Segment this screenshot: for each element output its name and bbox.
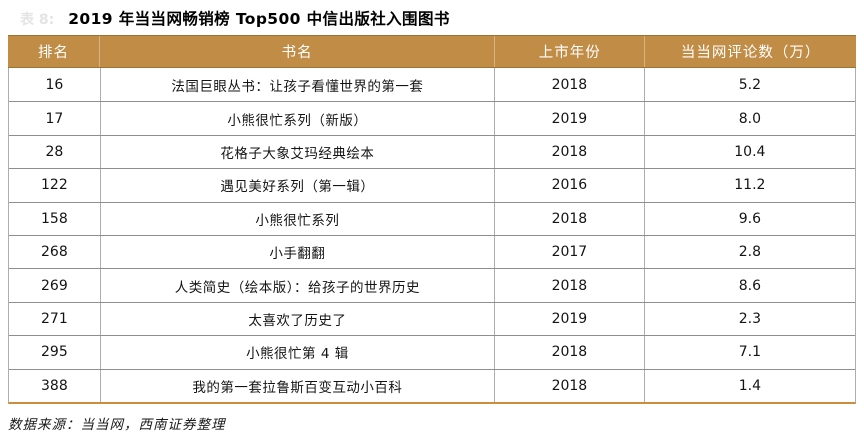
table-row: 28 花格子大象艾玛经典绘本 2018 10.4	[9, 134, 855, 169]
book-title-cell: 太喜欢了历史了	[101, 302, 496, 336]
year-cell: 2018	[495, 336, 645, 369]
book-title-cell: 小手翻翻	[101, 235, 496, 269]
rank-cell: 158	[9, 202, 101, 235]
books-table: 排名 书名 上市年份 当当网评论数（万） 16 法国巨眼丛书：让孩子看懂世界的第一套 20…	[8, 35, 856, 404]
rank-cell: 28	[9, 135, 101, 169]
year-cell: 2018	[495, 202, 645, 235]
rank-cell: 122	[9, 169, 101, 202]
rank-cell: 16	[9, 68, 101, 102]
year-cell: 2019	[495, 102, 645, 135]
year-cell: 2018	[495, 68, 645, 102]
comments-cell: 7.1	[738, 344, 761, 361]
column-header-launch-year: 上市年份	[495, 36, 646, 67]
table-row: 16 法国巨眼丛书：让孩子看懂世界的第一套 2018 5.2	[9, 68, 855, 102]
rank-cell: 388	[9, 369, 101, 402]
table-row: 295 小熊很忙第 4 辑 2018 7.1	[9, 335, 855, 369]
table-caption-number: 表 8:	[20, 12, 55, 28]
rank-cell: 17	[9, 102, 101, 135]
year-cell: 2019	[495, 302, 645, 336]
book-title-cell: 小熊很忙系列（新版）	[101, 102, 496, 135]
comments-cell: 1.4	[738, 377, 761, 394]
comments-cell: 11.2	[734, 177, 766, 194]
table-row: 122 遇见美好系列（第一辑） 2016 11.2	[9, 168, 855, 202]
rank-cell: 269	[9, 269, 101, 302]
comments-cell: 8.0	[738, 110, 761, 127]
comments-cell: 10.4	[734, 143, 766, 160]
table-body: 16 法国巨眼丛书：让孩子看懂世界的第一套 2018 5.2 17 小熊很忙系列（新版） 2…	[8, 68, 856, 404]
table-header-row: 排名 书名 上市年份 当当网评论数（万）	[8, 35, 856, 68]
comments-cell: 5.2	[738, 76, 761, 93]
year-cell: 2018	[495, 369, 645, 402]
book-title-cell: 遇见美好系列（第一辑）	[101, 169, 496, 202]
column-header-book-title: 书名	[100, 36, 496, 67]
year-cell: 2018	[495, 135, 645, 169]
comments-cell: 2.3	[738, 310, 761, 327]
table-row: 158 小熊很忙系列 2018 9.6	[9, 201, 855, 235]
rank-cell: 295	[9, 336, 101, 369]
table-row: 388 我的第一套拉鲁斯百变互动小百科 2018 1.4	[9, 368, 855, 402]
year-cell: 2017	[495, 235, 645, 269]
book-title-cell: 法国巨眼丛书：让孩子看懂世界的第一套	[101, 68, 496, 102]
book-title-cell: 花格子大象艾玛经典绘本	[101, 135, 496, 169]
table-row: 269 人类简史（绘本版）：给孩子的世界历史 2018 8.6	[9, 268, 855, 302]
table-row: 271 太喜欢了历史了 2019 2.3	[9, 301, 855, 336]
book-title-cell: 我的第一套拉鲁斯百变互动小百科	[101, 369, 496, 402]
book-title-cell: 小熊很忙系列	[101, 202, 496, 235]
rank-cell: 271	[9, 302, 101, 336]
data-source-note: 数据来源：当当网，西南证券整理	[8, 416, 226, 433]
table-row: 17 小熊很忙系列（新版） 2019 8.0	[9, 101, 855, 135]
comments-cell: 8.6	[738, 277, 761, 294]
book-title-cell: 小熊很忙第 4 辑	[101, 336, 496, 369]
comments-cell: 2.8	[738, 244, 761, 261]
book-title-cell: 人类简史（绘本版）：给孩子的世界历史	[101, 269, 496, 302]
table-row: 268 小手翻翻 2017 2.8	[9, 234, 855, 269]
year-cell: 2016	[495, 169, 645, 202]
year-cell: 2018	[495, 269, 645, 302]
table-caption: 表 8: 2019 年当当网畅销榜 Top500 中信出版社入围图书	[0, 0, 864, 35]
column-header-rank: 排名	[8, 36, 100, 67]
rank-cell: 268	[9, 235, 101, 269]
column-header-comment-count: 当当网评论数（万）	[680, 45, 821, 61]
table-title: 2019 年当当网畅销榜 Top500 中信出版社入围图书	[68, 10, 450, 28]
comments-cell: 9.6	[738, 210, 761, 227]
